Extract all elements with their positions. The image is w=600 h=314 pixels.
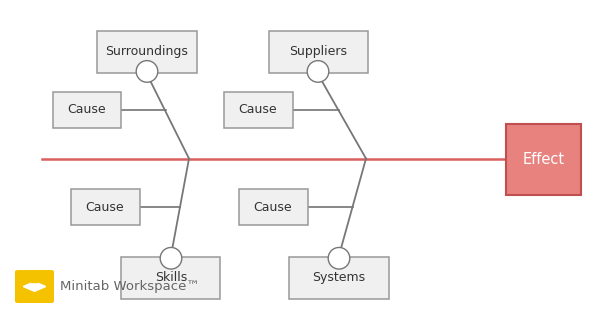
- FancyBboxPatch shape: [289, 257, 389, 299]
- Text: Skills: Skills: [155, 271, 187, 284]
- FancyBboxPatch shape: [53, 92, 121, 128]
- FancyBboxPatch shape: [97, 31, 197, 73]
- FancyBboxPatch shape: [223, 92, 293, 128]
- FancyBboxPatch shape: [71, 189, 139, 225]
- Ellipse shape: [136, 61, 158, 82]
- Text: Cause: Cause: [239, 103, 277, 116]
- Text: Minitab Workspace™: Minitab Workspace™: [60, 280, 200, 293]
- Polygon shape: [32, 281, 37, 283]
- Ellipse shape: [307, 61, 329, 82]
- FancyBboxPatch shape: [506, 124, 581, 195]
- Ellipse shape: [160, 247, 182, 269]
- Ellipse shape: [328, 247, 350, 269]
- Text: Cause: Cause: [254, 201, 292, 214]
- FancyBboxPatch shape: [239, 189, 308, 225]
- FancyBboxPatch shape: [15, 270, 54, 303]
- Text: Systems: Systems: [313, 271, 365, 284]
- FancyBboxPatch shape: [121, 257, 221, 299]
- Text: Cause: Cause: [86, 201, 124, 214]
- Text: Surroundings: Surroundings: [106, 45, 188, 58]
- Text: Suppliers: Suppliers: [289, 45, 347, 58]
- Polygon shape: [23, 282, 46, 291]
- Text: Cause: Cause: [68, 103, 106, 116]
- FancyBboxPatch shape: [269, 31, 367, 73]
- Text: Effect: Effect: [522, 152, 565, 167]
